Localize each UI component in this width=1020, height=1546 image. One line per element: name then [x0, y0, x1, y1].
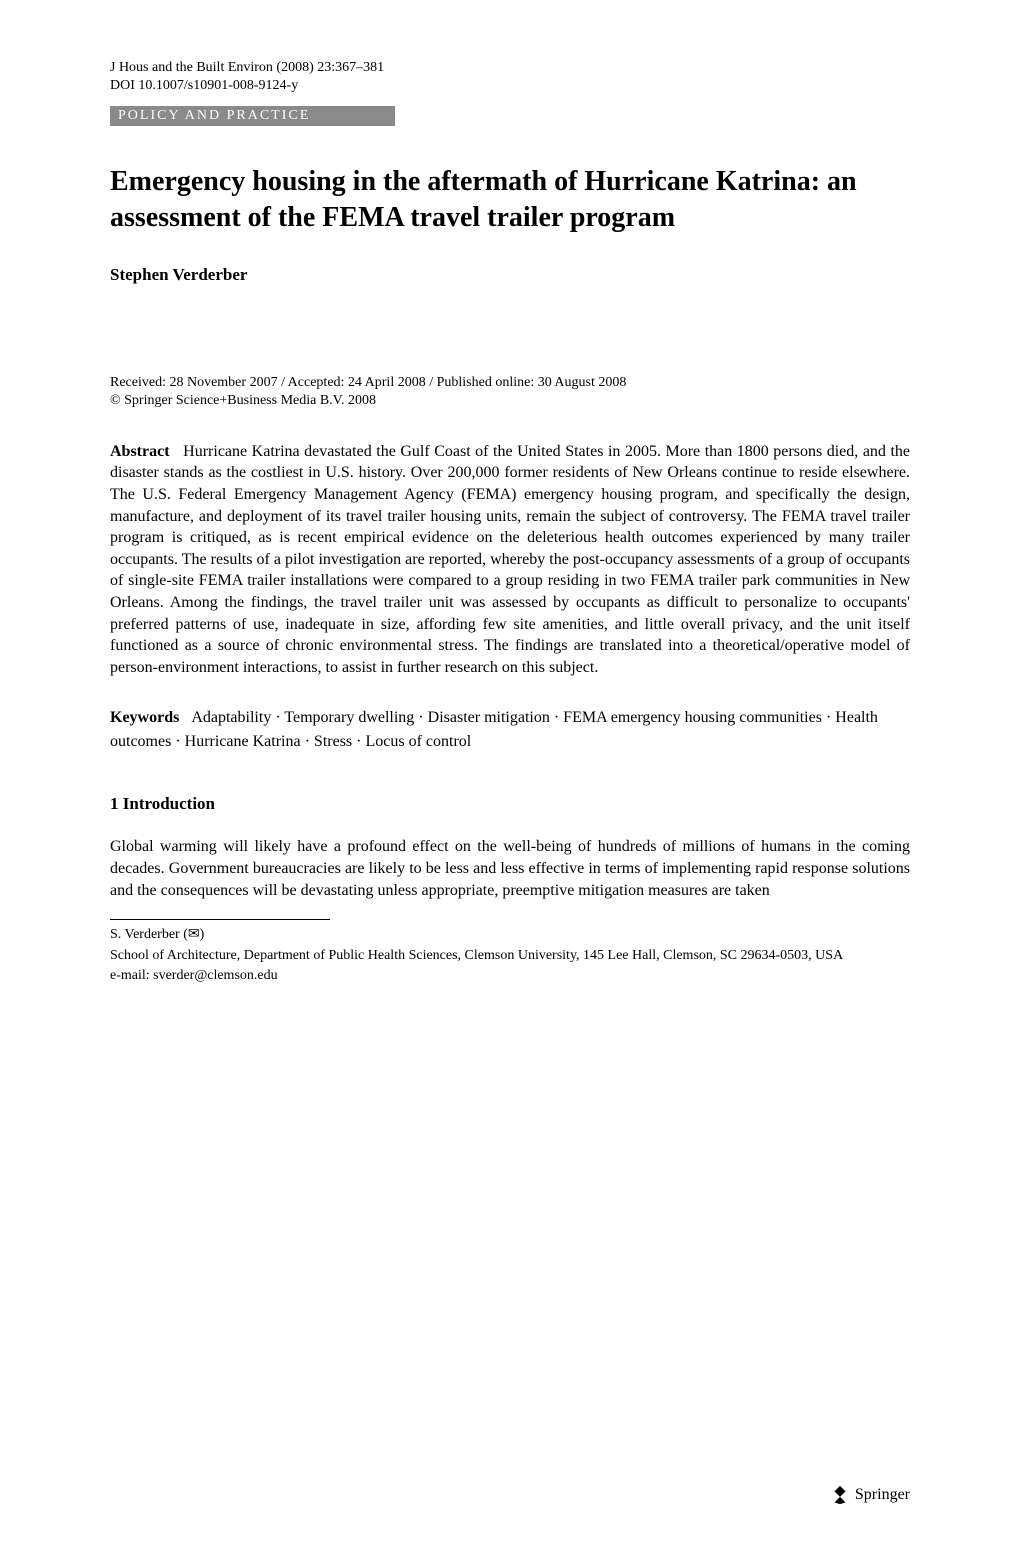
doi: DOI 10.1007/s10901-008-9124-y — [110, 78, 910, 94]
affiliation-email: e-mail: sverder@clemson.edu — [110, 968, 910, 984]
article-title: Emergency housing in the aftermath of Hu… — [110, 164, 910, 237]
publisher-footer: Springer — [829, 1484, 910, 1506]
keywords-text: Adaptability · Temporary dwelling · Disa… — [110, 709, 878, 750]
keywords-block: Keywords Adaptability · Temporary dwelli… — [110, 706, 910, 754]
publisher-name: Springer — [855, 1486, 910, 1504]
affiliation-name: S. Verderber (✉) — [110, 926, 910, 945]
intro-paragraph: Global warming will likely have a profou… — [110, 836, 910, 901]
article-category: POLICY AND PRACTICE — [110, 106, 395, 126]
springer-icon — [829, 1484, 851, 1506]
affiliation-address: School of Architecture, Department of Pu… — [110, 947, 910, 966]
keywords-label: Keywords — [110, 709, 179, 726]
journal-header: J Hous and the Built Environ (2008) 23:3… — [110, 60, 910, 76]
section-heading-intro: 1 Introduction — [110, 794, 910, 814]
abstract-block: Abstract Hurricane Katrina devastated th… — [110, 441, 910, 679]
abstract-text: Hurricane Katrina devastated the Gulf Co… — [110, 443, 910, 676]
copyright: © Springer Science+Business Media B.V. 2… — [110, 393, 910, 409]
abstract-label: Abstract — [110, 443, 170, 460]
author-name: Stephen Verderber — [110, 265, 910, 285]
affiliation-divider — [110, 919, 330, 920]
publication-dates: Received: 28 November 2007 / Accepted: 2… — [110, 375, 910, 391]
